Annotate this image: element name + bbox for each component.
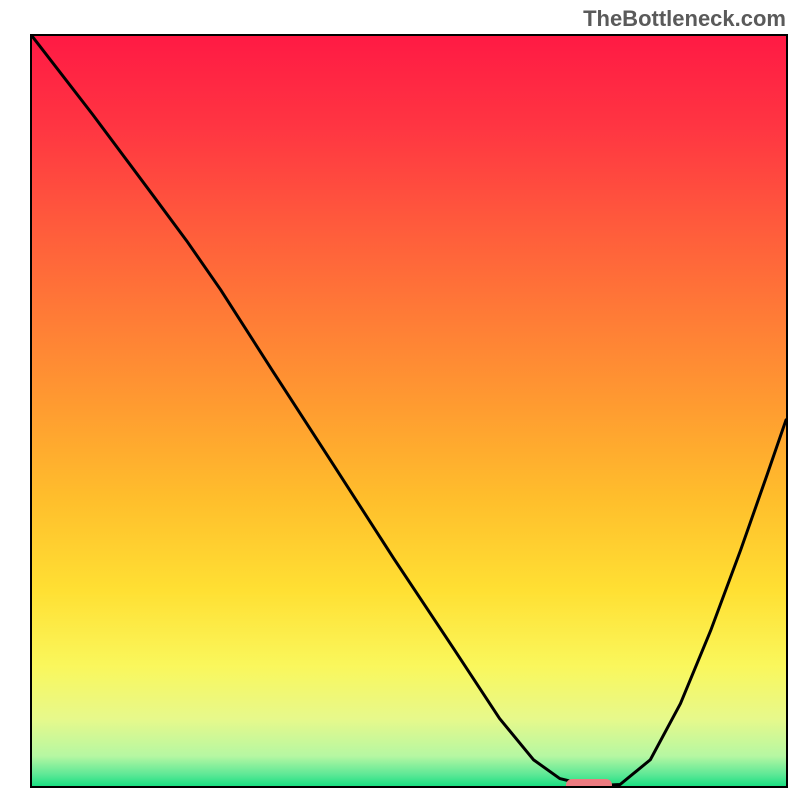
watermark-text: TheBottleneck.com xyxy=(583,6,786,32)
optimal-range-marker xyxy=(566,779,612,788)
bottleneck-curve xyxy=(32,36,786,786)
chart-plot-area xyxy=(30,34,788,788)
